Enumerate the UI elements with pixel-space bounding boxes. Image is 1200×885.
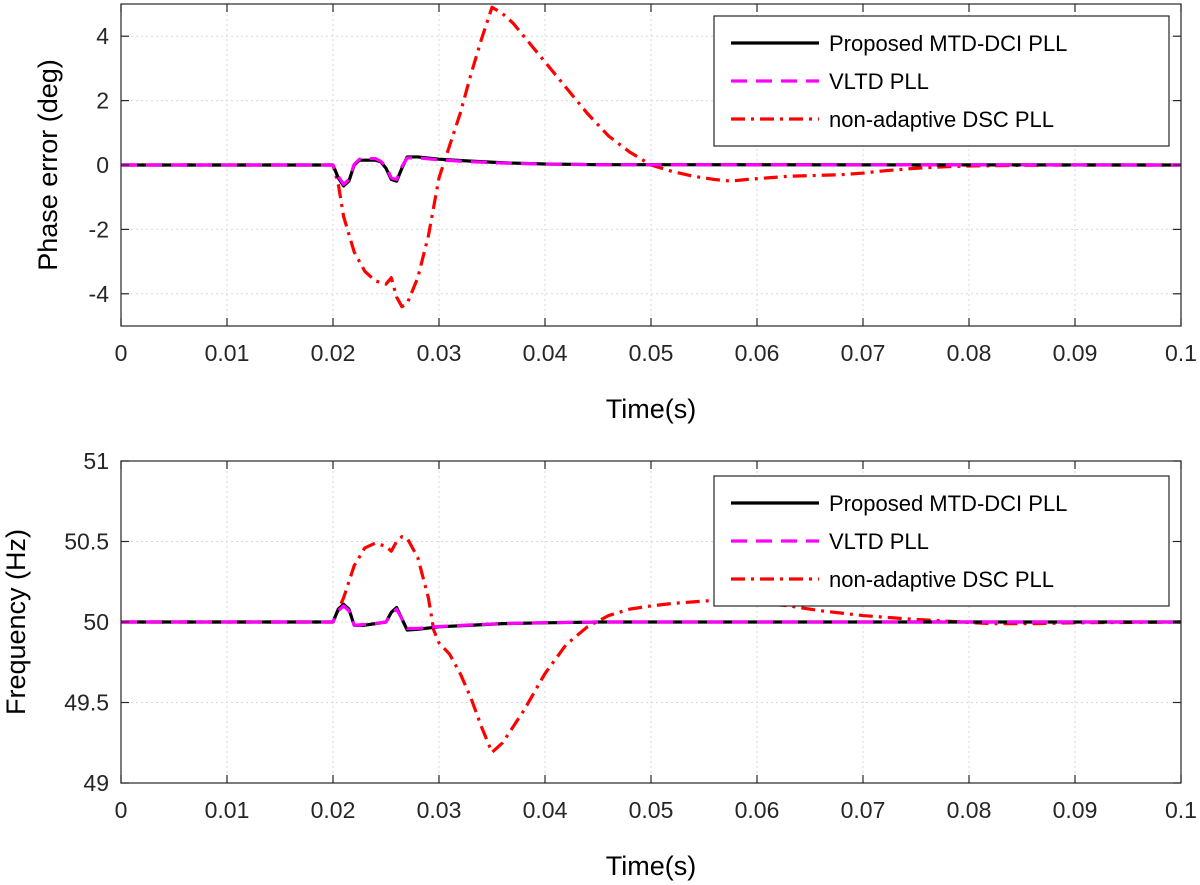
x-tick-label: 0.01 [205,340,250,366]
x-tick-label: 0.06 [735,797,780,823]
y-tick-label: -4 [89,281,110,307]
legend-label: non-adaptive DSC PLL [829,567,1054,592]
chart-panel-1: 0 0.01 0.02 0.03 0.04 0.05 0.06 0.07 0.08 0.09 0.1… [33,3,1197,424]
series-line-non-adaptive-dsc-pll [121,535,1181,755]
y-tick-label: 51 [83,448,109,474]
series-line-non-adaptive-dsc-pll [121,5,1181,309]
x-tick-label: 0.09 [1053,340,1098,366]
x-tick-label: 0.08 [947,797,992,823]
x-tick-label: 0.05 [629,340,674,366]
y-tick-label: 49 [83,770,109,796]
x-axis-label: Time(s) [606,394,696,424]
y-tick-label: 2 [96,88,109,114]
x-tick-label: 0.1 [1165,340,1197,366]
y-tick-label: 4 [96,23,109,49]
y-axis-label: Frequency (Hz) [1,529,31,715]
series-line-vltd-pll [121,604,1181,631]
x-tick-label: 0.01 [205,797,250,823]
y-tick-label: -2 [89,216,109,242]
x-tick-label: 0.09 [1053,797,1098,823]
x-axis-label: Time(s) [606,851,696,881]
y-tick-label: 50 [83,609,109,635]
x-tick-label: 0.02 [311,797,356,823]
x-tick-label: 0.07 [841,340,886,366]
x-tick-label: 0.04 [523,340,568,366]
y-tick-label: 50.5 [64,529,109,555]
x-tick-label: 0.03 [417,797,462,823]
legend-label: Proposed MTD-DCI PLL [829,491,1067,516]
legend: Proposed MTD-DCI PLL VLTD PLL non-adaptive… [713,15,1170,147]
legend-label: Proposed MTD-DCI PLL [829,31,1067,56]
x-tick-label: 0 [115,340,128,366]
x-tick-label: 0.02 [311,340,356,366]
legend-label: VLTD PLL [829,69,929,94]
y-tick-label: 49.5 [64,690,109,716]
legend: Proposed MTD-DCI PLL VLTD PLL non-adaptive… [713,475,1170,607]
series-line-vltd-pll [121,156,1181,186]
x-tick-label: 0.07 [841,797,886,823]
x-tick-label: 0 [115,797,128,823]
chart-panel-2: 0 0.01 0.02 0.03 0.04 0.05 0.06 0.07 0.08 0.09 0.1… [1,448,1197,881]
x-tick-label: 0.08 [947,340,992,366]
y-tick-label: 0 [96,152,109,178]
y-axis-label: Phase error (deg) [33,59,63,271]
legend-label: VLTD PLL [829,529,929,554]
x-tick-label: 0.03 [417,340,462,366]
x-tick-label: 0.06 [735,340,780,366]
x-tick-label: 0.04 [523,797,568,823]
series-line-proposed-mtd-dci-pll [121,155,1181,188]
legend-label: non-adaptive DSC PLL [829,107,1054,132]
x-tick-label: 0.1 [1165,797,1197,823]
x-tick-label: 0.05 [629,797,674,823]
